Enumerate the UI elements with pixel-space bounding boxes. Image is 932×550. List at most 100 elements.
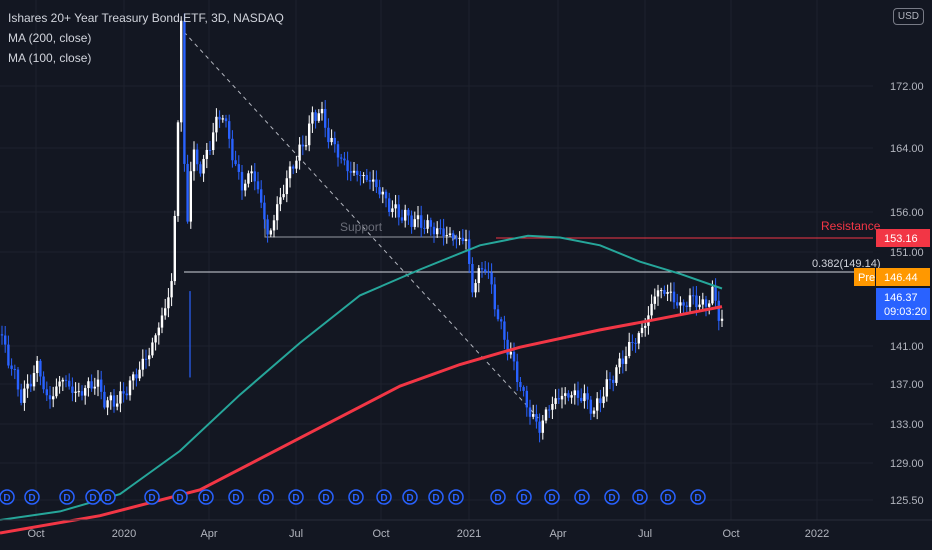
dividend-marker[interactable]: D [376, 489, 392, 505]
dividend-marker[interactable]: D [172, 489, 188, 505]
candle-body [407, 209, 410, 216]
dividend-letter: D [406, 493, 413, 504]
dividend-marker[interactable]: D [100, 489, 116, 505]
candle-body [52, 396, 55, 400]
candles [0, 13, 724, 443]
dividend-letter: D [176, 493, 183, 504]
dividend-letter: D [694, 493, 701, 504]
dividend-marker[interactable]: D [516, 489, 532, 505]
time-axis[interactable]: Oct 2020 Apr Jul Oct 2021 Apr Jul Oct 2022 [0, 519, 932, 540]
dividend-letter: D [89, 493, 96, 504]
dividend-marker[interactable]: D [574, 489, 590, 505]
dividend-marker[interactable]: D [632, 489, 648, 505]
dividend-marker[interactable]: D [198, 489, 214, 505]
candle-body [416, 215, 420, 220]
dividend-letter: D [322, 493, 329, 504]
indicator-ma100[interactable]: MA (100, close) [8, 51, 92, 65]
candle-body [477, 268, 480, 284]
candle-body [468, 239, 471, 264]
support-arrow[interactable] [264, 218, 452, 238]
dividend-marker[interactable]: D [85, 489, 101, 505]
currency-badge[interactable]: USD [892, 8, 924, 25]
dividend-circle [544, 489, 560, 505]
candle-body [503, 321, 506, 340]
candle-body [544, 409, 548, 421]
candle-body [471, 263, 474, 293]
candle-body [458, 237, 461, 239]
candle-body [720, 318, 724, 321]
candle-body [32, 373, 36, 387]
candle-body [106, 400, 109, 408]
candle-body [154, 335, 157, 343]
candle-body [285, 178, 288, 195]
dividend-marker[interactable]: D [144, 489, 160, 505]
dividend-circle [376, 489, 392, 505]
dividend-circle [574, 489, 590, 505]
candle-body [324, 108, 327, 128]
candle-body [247, 173, 250, 184]
dividend-marker[interactable]: D [288, 489, 304, 505]
dividend-letter: D [148, 493, 155, 504]
symbol-title[interactable]: Ishares 20+ Year Treasury Bond ETF, 3D, … [8, 11, 284, 25]
candle-body [570, 395, 573, 398]
dividend-letter: D [352, 493, 359, 504]
price-tick-label: 172.00 [890, 81, 924, 93]
dividend-circle [0, 489, 15, 505]
ma100-line[interactable] [0, 234, 723, 521]
price-axis[interactable]: 172.00 164.00 156.00 151.00 141.00 137.00 133.… [890, 81, 924, 507]
dividend-marker[interactable]: D [402, 489, 418, 505]
candle-body [45, 389, 48, 396]
candle-body [20, 389, 23, 403]
dividend-letter: D [104, 493, 111, 504]
dividend-marker[interactable]: D [428, 489, 444, 505]
candle-body [615, 367, 618, 383]
price-tick-label: 133.00 [890, 419, 924, 431]
dividend-marker[interactable]: D [318, 489, 334, 505]
candle-body [509, 351, 512, 355]
resistance-price-tag-text: 153.16 [884, 233, 918, 245]
candle-body [423, 227, 426, 229]
candle-body [330, 137, 333, 143]
candle-body [384, 191, 388, 199]
candle-body [109, 395, 112, 401]
candle-body [538, 421, 541, 433]
dividend-marker[interactable]: D [544, 489, 560, 505]
candle-body [189, 171, 192, 222]
dividend-marker[interactable]: D [348, 489, 364, 505]
candle-body [96, 379, 100, 387]
indicator-ma200[interactable]: MA (200, close) [8, 31, 92, 45]
candle-body [388, 198, 391, 213]
candle-body [260, 189, 263, 203]
dividend-circle [448, 489, 464, 505]
candle-body [391, 208, 394, 213]
candle-body [656, 290, 660, 297]
candle-body [87, 381, 90, 389]
candle-body [122, 391, 125, 394]
candle-body [445, 235, 448, 237]
dividend-marker[interactable]: D [258, 489, 274, 505]
candle-body [618, 358, 621, 368]
candle-body [218, 116, 221, 120]
dividend-marker[interactable]: D [690, 489, 706, 505]
candle-body [55, 386, 58, 397]
dividend-marker[interactable]: D [490, 489, 506, 505]
dividend-marker[interactable]: D [59, 489, 75, 505]
dividend-marker[interactable]: D [448, 489, 464, 505]
last-price-tag-text: 146.37 [884, 292, 918, 304]
candle-body [125, 393, 128, 396]
last-price-tag-subtext: 09:03:20 [884, 306, 927, 318]
candle-body [560, 395, 564, 400]
dividend-marker[interactable]: D [24, 489, 40, 505]
resistance-price-tag-bg [876, 229, 930, 247]
dividend-marker[interactable]: D [0, 489, 15, 505]
dividend-marker[interactable]: D [604, 489, 620, 505]
candle-body [221, 118, 224, 120]
dividend-marker[interactable]: D [228, 489, 244, 505]
dividend-circle [428, 489, 444, 505]
candle-body [576, 390, 580, 398]
candle-body [490, 272, 493, 285]
candle-body [464, 239, 468, 242]
candle-body [84, 388, 87, 396]
dividend-marker[interactable]: D [660, 489, 676, 505]
